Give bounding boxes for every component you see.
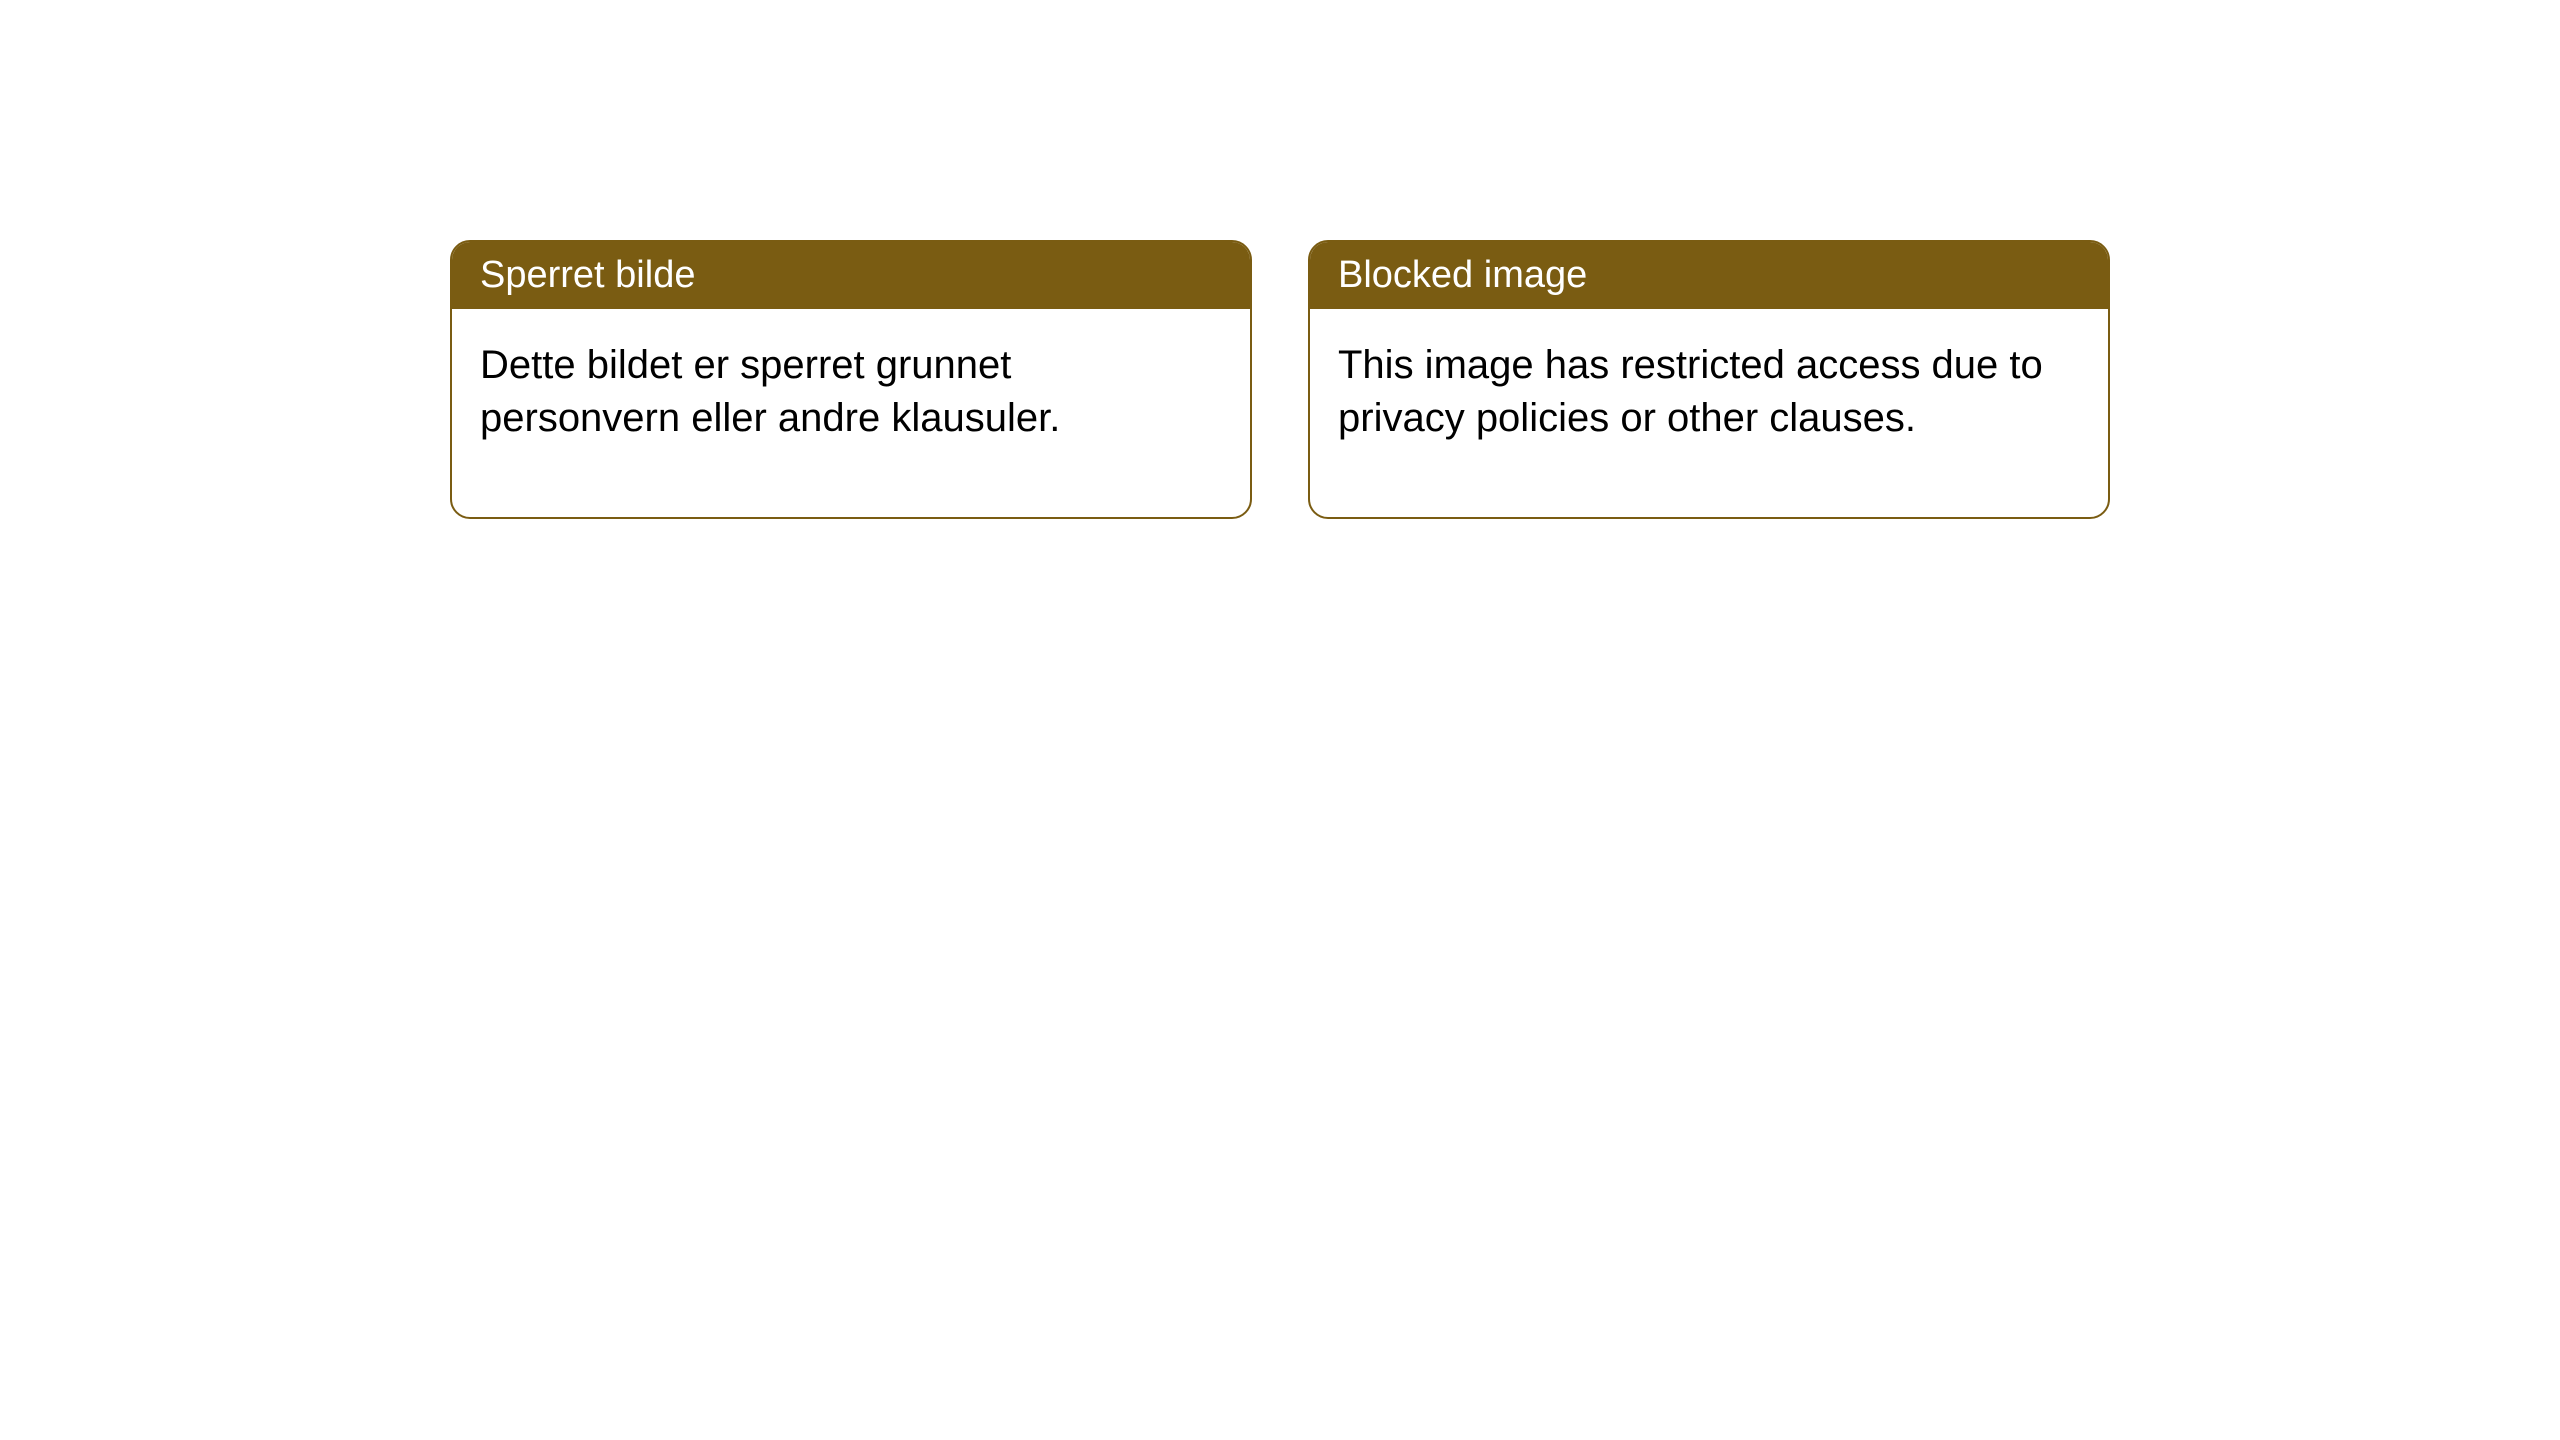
notice-header: Blocked image [1310, 242, 2108, 309]
notice-box-english: Blocked image This image has restricted … [1308, 240, 2110, 519]
notice-container: Sperret bilde Dette bildet er sperret gr… [0, 0, 2560, 519]
notice-body: Dette bildet er sperret grunnet personve… [452, 309, 1250, 517]
notice-body: This image has restricted access due to … [1310, 309, 2108, 517]
notice-box-norwegian: Sperret bilde Dette bildet er sperret gr… [450, 240, 1252, 519]
notice-header: Sperret bilde [452, 242, 1250, 309]
